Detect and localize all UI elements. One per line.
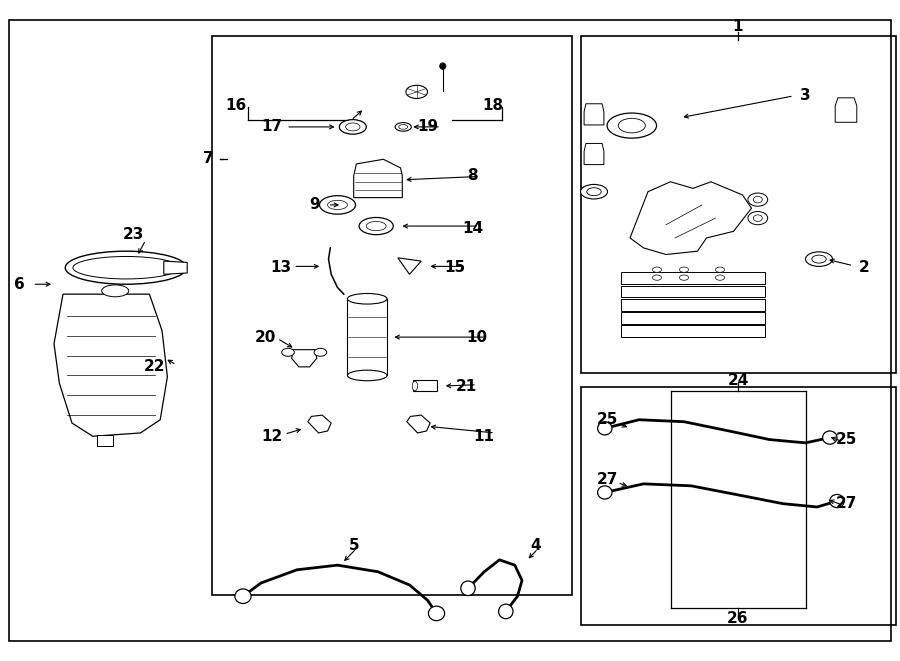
- Ellipse shape: [753, 196, 762, 203]
- Text: 21: 21: [455, 379, 477, 394]
- Text: 24: 24: [727, 373, 749, 387]
- Ellipse shape: [320, 196, 356, 214]
- Ellipse shape: [461, 581, 475, 596]
- Text: 1: 1: [733, 19, 743, 34]
- Polygon shape: [413, 380, 437, 391]
- Polygon shape: [164, 261, 187, 274]
- Ellipse shape: [395, 122, 411, 131]
- Ellipse shape: [580, 184, 608, 199]
- Ellipse shape: [680, 275, 688, 280]
- Text: 10: 10: [466, 330, 488, 344]
- Ellipse shape: [65, 251, 187, 284]
- Ellipse shape: [716, 275, 724, 280]
- Text: 19: 19: [417, 120, 438, 134]
- Polygon shape: [835, 98, 857, 122]
- Polygon shape: [407, 415, 430, 433]
- Ellipse shape: [282, 348, 294, 356]
- Polygon shape: [621, 325, 765, 337]
- Ellipse shape: [598, 422, 612, 435]
- Polygon shape: [621, 299, 765, 311]
- Ellipse shape: [412, 381, 418, 391]
- Ellipse shape: [73, 256, 179, 279]
- Polygon shape: [54, 294, 167, 436]
- Ellipse shape: [753, 215, 762, 221]
- Ellipse shape: [346, 123, 360, 131]
- Ellipse shape: [399, 124, 408, 129]
- Text: 3: 3: [800, 89, 811, 103]
- Text: 2: 2: [859, 260, 869, 275]
- Ellipse shape: [748, 212, 768, 225]
- Ellipse shape: [440, 63, 446, 69]
- Text: 25: 25: [597, 412, 618, 427]
- Ellipse shape: [598, 486, 612, 499]
- Ellipse shape: [607, 113, 656, 138]
- Ellipse shape: [428, 606, 445, 621]
- Ellipse shape: [347, 370, 387, 381]
- Ellipse shape: [652, 275, 662, 280]
- Text: 25: 25: [835, 432, 857, 447]
- Ellipse shape: [102, 285, 129, 297]
- Ellipse shape: [830, 494, 844, 508]
- Text: 15: 15: [444, 260, 465, 275]
- Polygon shape: [97, 435, 113, 446]
- Ellipse shape: [806, 252, 832, 266]
- Text: 18: 18: [482, 98, 504, 113]
- Polygon shape: [621, 312, 765, 324]
- Ellipse shape: [328, 200, 347, 210]
- Text: 22: 22: [144, 360, 166, 374]
- Ellipse shape: [652, 267, 662, 272]
- Ellipse shape: [499, 604, 513, 619]
- Text: 5: 5: [348, 538, 359, 553]
- Polygon shape: [354, 159, 402, 198]
- Ellipse shape: [812, 255, 826, 263]
- Polygon shape: [584, 143, 604, 165]
- Text: 23: 23: [122, 227, 144, 242]
- Text: 27: 27: [835, 496, 857, 511]
- Text: 26: 26: [727, 611, 749, 625]
- Polygon shape: [308, 415, 331, 433]
- Polygon shape: [398, 258, 421, 274]
- Polygon shape: [621, 272, 765, 284]
- Text: 8: 8: [467, 168, 478, 182]
- Polygon shape: [292, 350, 317, 367]
- Ellipse shape: [823, 431, 837, 444]
- Ellipse shape: [618, 118, 645, 133]
- Ellipse shape: [587, 188, 601, 196]
- Ellipse shape: [716, 267, 724, 272]
- Text: 14: 14: [462, 221, 483, 235]
- Ellipse shape: [680, 267, 688, 272]
- Text: 20: 20: [255, 330, 276, 344]
- Text: 11: 11: [473, 429, 495, 444]
- Text: 6: 6: [14, 277, 25, 292]
- Ellipse shape: [314, 348, 327, 356]
- Text: 4: 4: [530, 538, 541, 553]
- Text: 7: 7: [203, 151, 214, 166]
- Polygon shape: [584, 104, 604, 125]
- Text: 16: 16: [225, 98, 247, 113]
- Ellipse shape: [406, 85, 428, 98]
- Ellipse shape: [359, 217, 393, 235]
- Ellipse shape: [748, 193, 768, 206]
- Text: 12: 12: [261, 429, 283, 444]
- Ellipse shape: [339, 120, 366, 134]
- Ellipse shape: [235, 589, 251, 603]
- Text: 27: 27: [597, 472, 618, 486]
- Polygon shape: [621, 286, 765, 297]
- Polygon shape: [347, 299, 387, 375]
- Text: 17: 17: [261, 120, 283, 134]
- Text: 9: 9: [310, 198, 320, 212]
- Polygon shape: [630, 182, 752, 254]
- Text: 13: 13: [270, 260, 292, 275]
- Ellipse shape: [366, 221, 386, 231]
- Ellipse shape: [347, 293, 387, 304]
